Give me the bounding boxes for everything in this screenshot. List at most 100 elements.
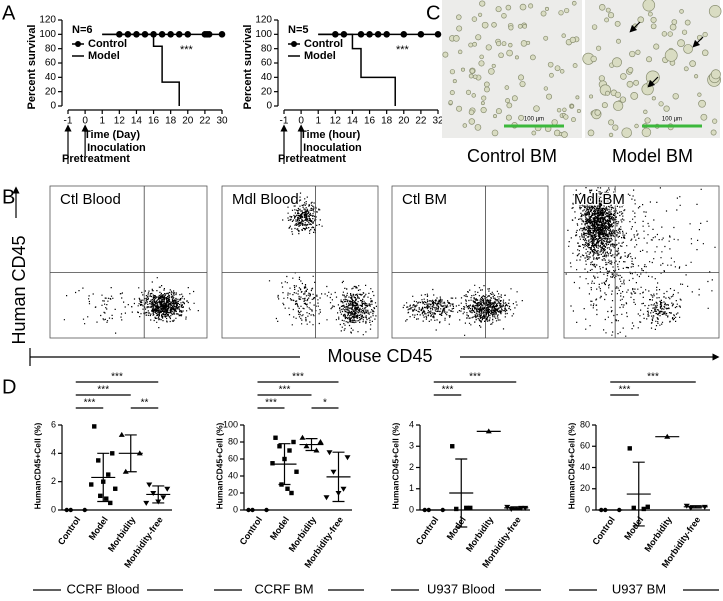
data-point (645, 504, 650, 510)
cell (608, 119, 615, 126)
x-tick-label: 32 (432, 116, 444, 127)
error-bar (332, 451, 345, 503)
survival-marker (434, 31, 442, 38)
y-tick-label: 80 (228, 436, 238, 446)
data-point (146, 482, 153, 488)
cell (520, 40, 528, 47)
cell (684, 19, 691, 26)
data-point (89, 482, 94, 487)
legend-label: Control (88, 38, 127, 50)
data-point (464, 505, 469, 511)
y-axis-label: Percent survival (242, 25, 254, 110)
cell (701, 49, 709, 57)
annotation: Inoculation (303, 142, 362, 154)
cell (626, 80, 634, 88)
cell (501, 13, 507, 19)
y-axis-label: HumanCD45+Cell (%) (566, 423, 576, 510)
data-point (113, 486, 118, 491)
cell (605, 7, 611, 13)
x-tick-label: 18 (381, 116, 393, 127)
cell (448, 100, 453, 105)
cell (702, 31, 708, 38)
cell (549, 72, 554, 78)
x-tick-label: 20 (398, 116, 410, 127)
cell (594, 109, 601, 116)
error-bar (632, 461, 645, 527)
cell (519, 3, 527, 11)
x-tick-label: 12 (330, 116, 342, 127)
cell (485, 44, 492, 51)
flow-title: Mdl BM (574, 191, 625, 208)
y-tick-label: 3 (409, 441, 414, 451)
category-label: Control (56, 515, 83, 547)
cell (480, 101, 485, 106)
cell (547, 61, 554, 68)
y-tick-label: 40 (580, 462, 590, 472)
cell (697, 92, 702, 97)
cell (449, 69, 456, 75)
category-label: Control (238, 515, 265, 547)
y-tick-label: 2 (51, 476, 56, 486)
data-point (92, 424, 97, 429)
cell (604, 17, 610, 23)
data-point (631, 505, 636, 511)
significance-label: *** (279, 385, 291, 396)
cell (495, 6, 502, 13)
data-point (294, 469, 299, 474)
cell (544, 6, 550, 11)
data-point (98, 493, 103, 499)
y-tick-label: 60 (228, 453, 238, 463)
cell (543, 86, 549, 91)
error-bar (152, 485, 165, 504)
cell (504, 85, 510, 90)
y-tick-label: 100 (255, 29, 272, 40)
panel-label: D (2, 376, 16, 398)
x-tick-label: -1 (64, 116, 73, 127)
micrograph (585, 0, 720, 138)
survival-marker (167, 31, 174, 38)
cell (650, 16, 657, 24)
cell (484, 86, 490, 93)
data-point (273, 435, 278, 440)
panel-label: B (2, 186, 15, 208)
significance-label: * (323, 398, 327, 409)
micrograph-label: Model BM (612, 146, 693, 166)
pointer-arrow (647, 76, 659, 88)
data-point (641, 506, 646, 512)
cell (496, 41, 502, 47)
cell (669, 23, 677, 31)
cell (571, 0, 577, 6)
y-tick-label: 0 (409, 504, 414, 514)
y-tick-label: 40 (228, 470, 238, 480)
x-tick-label: 14 (347, 116, 359, 127)
cell (642, 0, 656, 12)
cell (508, 42, 513, 48)
error-bar (510, 506, 523, 510)
cell (505, 4, 512, 11)
cell (561, 131, 568, 138)
cell (481, 95, 487, 101)
x-tick-label: 16 (364, 116, 376, 127)
x-tick-label: 30 (216, 116, 228, 127)
data-point (106, 472, 111, 477)
cell (475, 34, 482, 41)
flow-title: Ctl Blood (60, 191, 121, 208)
cell (644, 117, 651, 124)
data-point (323, 495, 330, 501)
survival-marker (158, 31, 166, 38)
cell (614, 20, 621, 27)
cell (493, 114, 497, 119)
flow-events (268, 192, 377, 336)
cell (517, 23, 523, 29)
x-tick-label: 0 (298, 116, 304, 127)
cell (635, 49, 641, 55)
cell (605, 90, 611, 96)
data-point (317, 439, 324, 444)
data-point (277, 444, 282, 449)
y-tick-label: 4 (409, 419, 414, 429)
y-tick-label: 20 (261, 86, 273, 97)
cell (634, 123, 639, 129)
cell (471, 16, 478, 22)
data-point (150, 491, 157, 496)
